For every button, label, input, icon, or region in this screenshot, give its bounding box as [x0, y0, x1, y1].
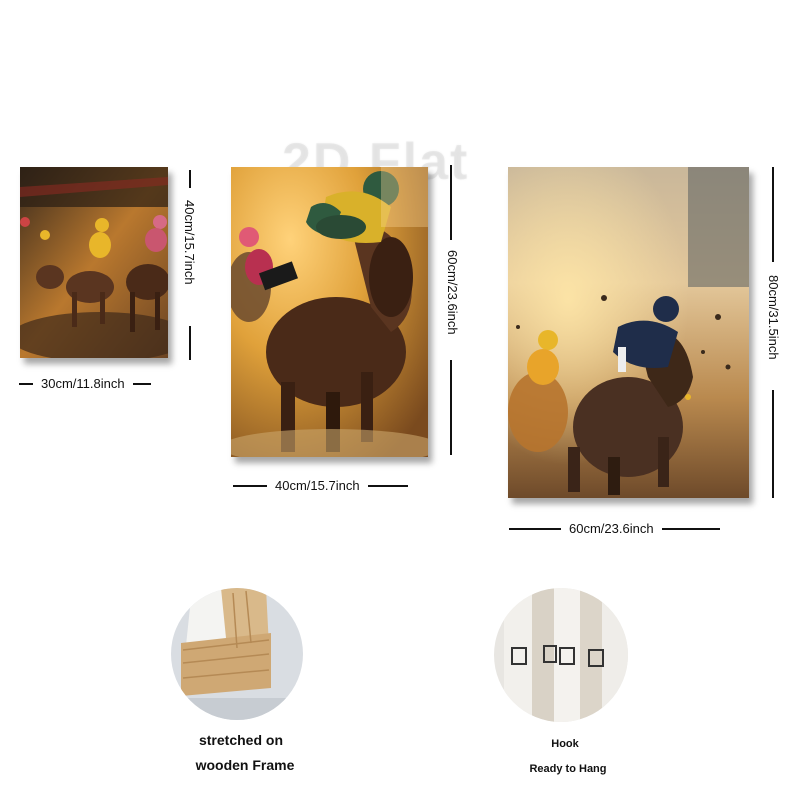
wooden-frame-corner-image — [171, 588, 303, 720]
height-line-top-large — [772, 167, 774, 262]
canvas-panel-medium — [231, 167, 428, 457]
horse-race-image-large — [508, 167, 749, 498]
width-label-large: 60cm/23.6inch — [569, 521, 654, 536]
canvas-panel-large — [508, 167, 749, 498]
width-dimension-large: 60cm/23.6inch — [509, 521, 720, 536]
hook-caption-line1: Hook — [551, 738, 579, 750]
hook-caption-line2: Ready to Hang — [529, 763, 607, 775]
width-label-small: 30cm/11.8inch — [41, 376, 125, 391]
frame-caption-line1: stretched on — [198, 732, 283, 748]
canvas-panel-small — [20, 167, 168, 358]
horse-race-image-medium — [231, 167, 428, 457]
width-dimension-small: 30cm/11.8inch — [19, 376, 151, 391]
hanging-hook-image — [494, 588, 628, 722]
height-line-bottom-large — [772, 390, 774, 498]
height-label-small: 40cm/15.7inch — [182, 200, 197, 285]
wooden-frame-photo — [171, 588, 303, 720]
width-label-medium: 40cm/15.7inch — [275, 478, 360, 493]
width-dimension-medium: 40cm/15.7inch — [233, 478, 408, 493]
height-line-bottom-small — [189, 326, 191, 360]
height-line-top-small — [189, 170, 191, 188]
hook-photo — [494, 588, 628, 722]
height-label-large: 80cm/31.5inch — [766, 275, 781, 360]
height-line-top-medium — [450, 165, 452, 240]
height-line-bottom-medium — [450, 360, 452, 455]
height-label-medium: 60cm/23.6inch — [445, 250, 460, 335]
horse-race-image-small — [20, 167, 168, 358]
frame-caption-line2: wooden Frame — [195, 757, 295, 773]
